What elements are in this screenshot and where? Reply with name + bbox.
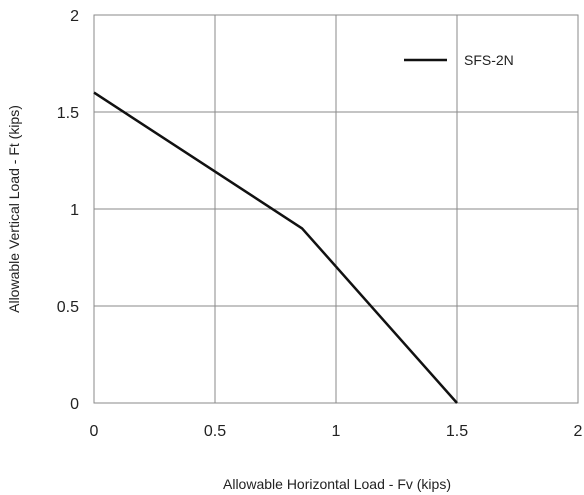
y-tick-labels: 0 0.5 1 1.5 2 — [57, 8, 79, 413]
legend: SFS-2N — [404, 52, 514, 68]
grid — [93, 14, 579, 404]
y-axis-title: Allowable Vertical Load - Ft (kips) — [6, 105, 22, 313]
y-tick-label: 0.5 — [57, 299, 79, 316]
x-tick-label: 0.5 — [204, 423, 226, 440]
plot-frame — [93, 14, 579, 404]
y-tick-label: 0 — [70, 396, 79, 413]
legend-label-sfs-2n: SFS-2N — [464, 52, 514, 68]
x-tick-label: 0 — [90, 423, 99, 440]
series-line-sfs-2n — [93, 91, 458, 404]
x-tick-label: 1.5 — [446, 423, 468, 440]
series-layer — [93, 91, 458, 404]
x-tick-labels: 0 0.5 1 1.5 2 — [90, 423, 583, 440]
y-tick-label: 1.5 — [57, 105, 79, 122]
x-tick-label: 2 — [574, 423, 583, 440]
y-tick-label: 1 — [70, 202, 79, 219]
x-tick-label: 1 — [332, 423, 341, 440]
x-axis-title: Allowable Horizontal Load - Fv (kips) — [223, 476, 451, 492]
y-tick-label: 2 — [70, 8, 79, 25]
